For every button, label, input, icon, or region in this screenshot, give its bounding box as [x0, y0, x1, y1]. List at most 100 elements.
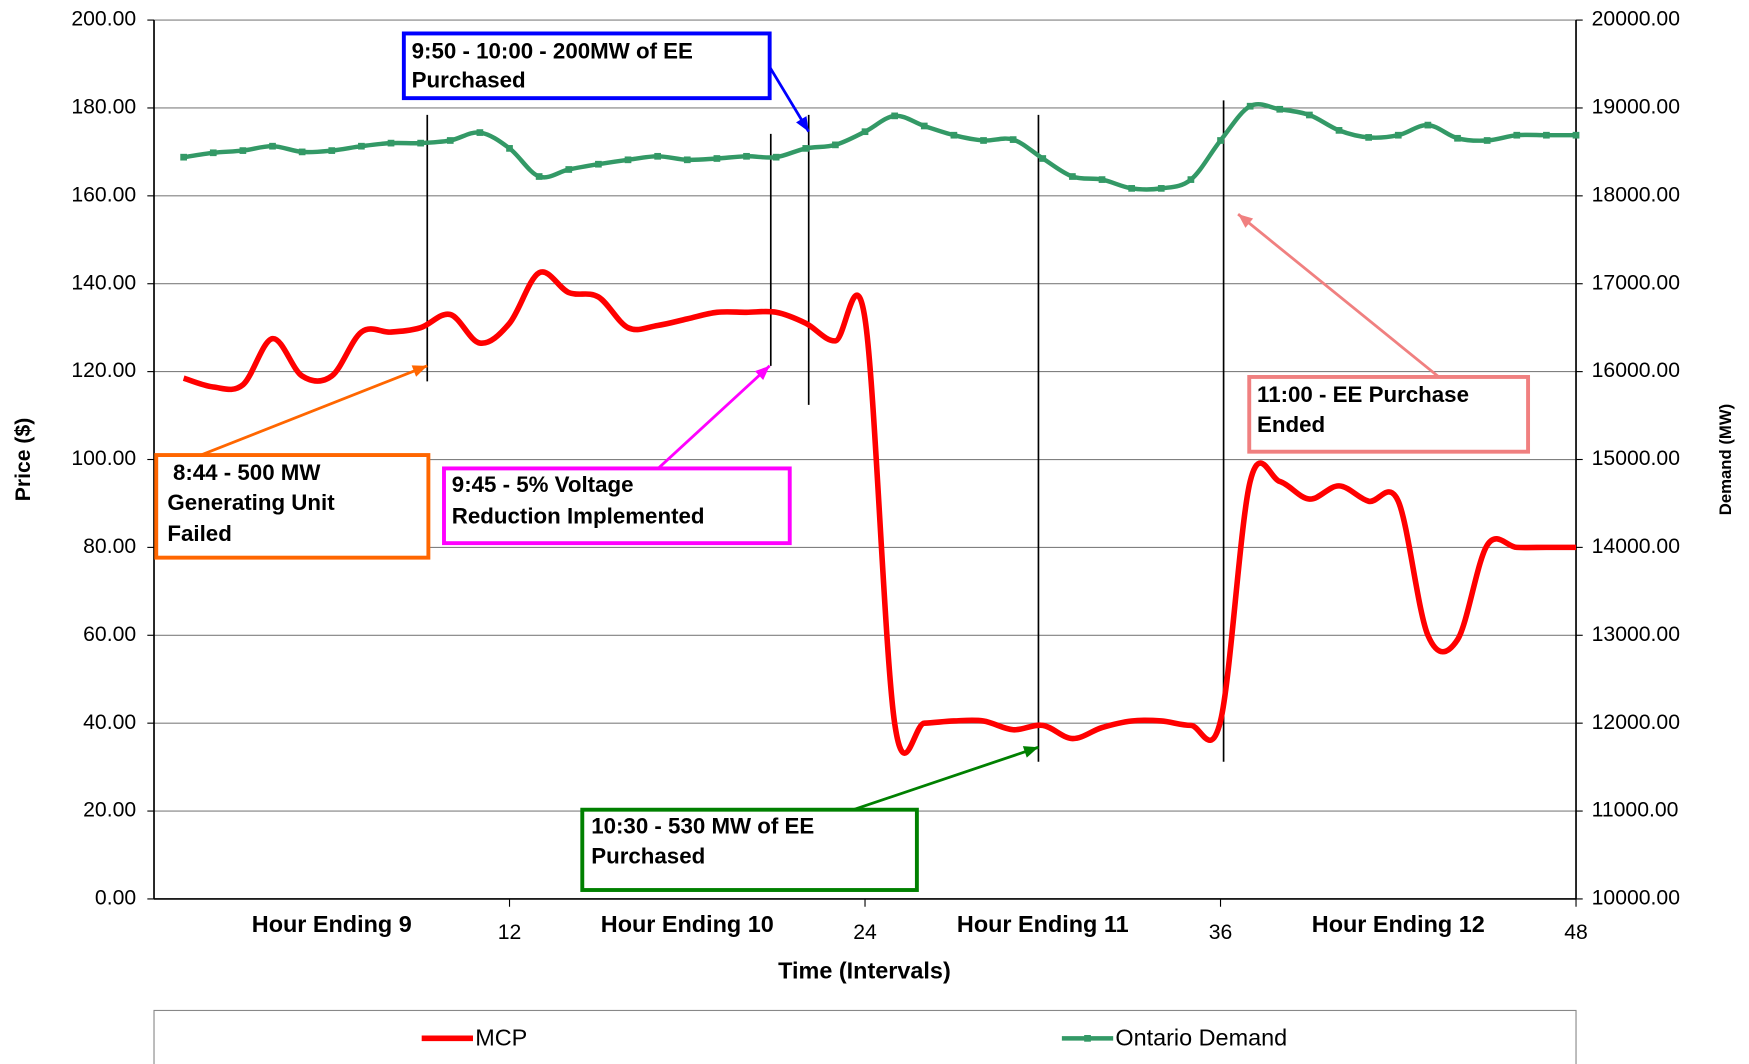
y-axis-title: Price ($): [12, 418, 35, 502]
annotation-text: 9:45 - 5% Voltage: [452, 472, 634, 497]
marker: [1098, 176, 1106, 183]
annotation-text: 8:44 - 500 MW: [173, 460, 321, 485]
marker: [1276, 105, 1284, 113]
marker: [1069, 173, 1076, 180]
y-tick-label: 100.00: [71, 447, 136, 470]
marker: [1513, 131, 1521, 139]
x-group-label: Hour Ending 10: [601, 911, 774, 937]
x-tick-label: 12: [498, 921, 522, 944]
y-tick-label: 20.00: [83, 799, 136, 822]
marker: [743, 152, 750, 160]
y2-tick-label: 20000.00: [1592, 8, 1680, 31]
annotation-text: Purchased: [591, 844, 705, 869]
x-tick-label: 48: [1564, 921, 1588, 944]
marker: [298, 148, 306, 156]
y-tick-label: 160.00: [71, 183, 136, 206]
marker: [1394, 131, 1402, 139]
y-tick-label: 60.00: [83, 623, 136, 646]
marker: [1009, 136, 1017, 143]
y2-tick-label: 10000.00: [1592, 887, 1680, 910]
legend-box: [153, 1009, 1577, 1064]
y-tick-label: 40.00: [83, 711, 136, 734]
marker: [506, 145, 513, 152]
arrow-head: [796, 116, 809, 132]
y2-axis-title: Demand (MW): [1716, 404, 1735, 515]
annotation-arrow: [852, 745, 1039, 812]
marker: [980, 137, 987, 144]
marker: [920, 122, 928, 130]
x-tick-label: 24: [853, 921, 877, 944]
annotation-text: Ended: [1257, 412, 1325, 437]
marker: [1246, 102, 1254, 110]
y2-tick-label: 19000.00: [1592, 96, 1680, 119]
marker: [624, 156, 632, 164]
y2-tick-label: 12000.00: [1592, 711, 1680, 734]
annotation-box: [401, 31, 772, 101]
y-tick-label: 0.00: [95, 887, 136, 910]
annotation-text: 11:00 - EE Purchase: [1257, 382, 1469, 407]
marker: [861, 128, 869, 136]
annotation-box: [154, 453, 431, 560]
series-line: [182, 269, 1577, 756]
arrow-head: [1022, 746, 1039, 758]
legend-label: MCP: [475, 1025, 527, 1051]
legend-marker: [1084, 1035, 1091, 1042]
arrow-head: [754, 365, 770, 381]
y2-tick-label: 17000.00: [1592, 271, 1680, 294]
y2-tick-label: 14000.00: [1592, 535, 1680, 558]
annotation-text: 9:50 - 10:00 - 200MW of EE: [412, 38, 693, 63]
annotation-text: Failed: [167, 521, 231, 546]
marker: [1306, 111, 1313, 119]
marker: [683, 156, 691, 164]
marker: [1572, 131, 1580, 139]
marker: [269, 142, 276, 150]
marker: [387, 139, 395, 147]
marker: [1157, 185, 1165, 192]
marker: [476, 129, 484, 136]
marker: [1217, 137, 1224, 144]
marker: [358, 142, 365, 150]
y-tick-label: 140.00: [71, 271, 136, 294]
marker: [180, 153, 187, 161]
marker: [565, 166, 573, 173]
annotation-text: Generating Unit: [167, 490, 335, 515]
marker: [654, 152, 661, 160]
x-group-label: Hour Ending 11: [957, 911, 1129, 937]
annotation-arrow: [200, 364, 428, 457]
marker: [802, 145, 810, 152]
annotation-arrow: [657, 364, 771, 470]
y2-tick-label: 16000.00: [1592, 359, 1680, 382]
marker: [772, 153, 780, 161]
marker: [1365, 134, 1372, 141]
marker: [1039, 155, 1047, 162]
annotation-text: 10:30 - 530 MW of EE: [591, 813, 814, 838]
marker: [1187, 176, 1195, 183]
x-axis-title: Time (Intervals): [778, 958, 951, 984]
annotation-box: [580, 807, 919, 892]
y-tick-label: 120.00: [71, 359, 136, 382]
arrow-head: [411, 365, 428, 377]
y2-tick-label: 18000.00: [1592, 183, 1680, 206]
marker: [713, 155, 721, 162]
annotation-arrow: [1237, 213, 1440, 379]
annotation-text: Purchased: [412, 67, 526, 92]
y2-tick-label: 15000.00: [1592, 447, 1680, 470]
x-group-label: Hour Ending 9: [252, 911, 412, 937]
marker: [239, 147, 247, 154]
marker: [446, 137, 454, 144]
annotation-box: [1247, 375, 1531, 454]
x-tick-label: 36: [1209, 921, 1233, 944]
marker: [417, 139, 424, 147]
y-tick-label: 80.00: [83, 535, 136, 558]
x-group-label: Hour Ending 12: [1312, 911, 1485, 937]
arrow-head: [1238, 214, 1254, 228]
marker: [209, 149, 217, 157]
marker: [328, 147, 336, 154]
marker: [1128, 185, 1135, 192]
legend-label: Ontario Demand: [1115, 1025, 1287, 1051]
y-tick-label: 200.00: [71, 8, 136, 31]
marker: [1454, 134, 1461, 142]
marker: [595, 160, 602, 168]
marker: [1424, 121, 1432, 129]
